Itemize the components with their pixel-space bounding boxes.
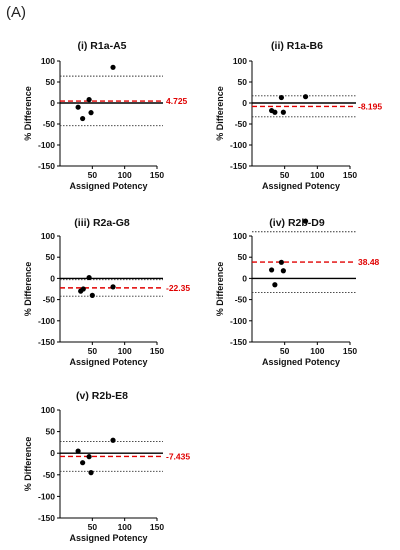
x-axis-label: Assigned Potency — [262, 181, 340, 191]
data-point — [302, 94, 309, 100]
x-tick-label: 150 — [343, 346, 357, 356]
chart-panel-5: (v) R2b-E8 -150 -100 -50 0 50 100 50 100 150Assig… — [23, 390, 190, 543]
data-point — [110, 64, 116, 70]
y-axis-label: % Difference — [23, 437, 33, 492]
data-point — [272, 109, 278, 115]
y-tick-label: -100 — [38, 491, 55, 501]
data-point — [80, 460, 86, 466]
y-tick-label: 0 — [242, 273, 247, 283]
y-tick-label: 100 — [41, 405, 55, 415]
y-tick-label: 0 — [50, 98, 55, 108]
data-point — [86, 454, 92, 460]
chart-panel-2: (ii) R1a-B6 -150 -100 -50 0 50 100 50 100 150Assi… — [215, 40, 382, 191]
data-point — [86, 274, 92, 281]
x-tick-label: 100 — [118, 170, 132, 180]
mean-bias-label: 38.48 — [358, 257, 380, 267]
mean-bias-label: -22.35 — [166, 283, 190, 293]
y-tick-label: -100 — [38, 316, 55, 326]
y-tick-label: -150 — [38, 337, 55, 347]
x-tick-label: 50 — [88, 170, 98, 180]
mean-bias-label: -7.435 — [166, 451, 190, 461]
chart-title: (i) R1a-A5 — [77, 40, 126, 52]
data-point — [89, 292, 95, 298]
data-point — [110, 437, 116, 443]
y-tick-label: 0 — [242, 98, 247, 108]
chart-panel-3: (iii) R2a-G8 -150 -100 -50 0 50 100 50 100 150Ass… — [23, 217, 190, 367]
chart-title: (ii) R1a-B6 — [271, 40, 323, 52]
y-tick-label: -100 — [230, 316, 247, 326]
y-tick-label: -50 — [235, 295, 248, 305]
y-tick-label: -150 — [230, 337, 247, 347]
data-point — [88, 110, 94, 116]
y-axis-label: % Difference — [215, 86, 225, 141]
y-tick-label: 50 — [238, 77, 248, 87]
mean-bias-label: -8.195 — [358, 101, 382, 111]
data-point — [280, 109, 286, 115]
x-axis-label: Assigned Potency — [69, 357, 147, 367]
y-axis-label: % Difference — [23, 262, 33, 317]
y-tick-label: 50 — [46, 427, 56, 437]
x-tick-label: 150 — [150, 346, 164, 356]
data-point — [88, 470, 94, 476]
x-tick-label: 50 — [280, 170, 290, 180]
y-tick-label: 50 — [46, 252, 56, 262]
x-tick-label: 50 — [280, 346, 290, 356]
data-point — [80, 286, 86, 292]
data-point — [86, 97, 92, 103]
y-tick-label: -50 — [43, 470, 56, 480]
y-tick-label: -150 — [38, 513, 55, 523]
x-tick-label: 150 — [150, 170, 164, 180]
data-point — [269, 267, 275, 273]
data-point — [278, 259, 284, 265]
y-tick-label: 50 — [46, 77, 56, 87]
x-axis-label: Assigned Potency — [69, 533, 147, 543]
mean-bias-label: 4.725 — [166, 96, 188, 106]
x-tick-label: 50 — [88, 346, 98, 356]
figure-panel-label: (A) — [6, 4, 26, 21]
data-point — [302, 218, 309, 224]
chart-panel-4: (iv) R2b-D9 -150 -100 -50 0 50 100 50 100 150Assi… — [215, 217, 380, 367]
y-tick-label: 100 — [41, 231, 55, 241]
y-tick-label: 100 — [233, 231, 247, 241]
y-tick-label: -150 — [230, 161, 247, 171]
y-tick-label: -50 — [235, 119, 248, 129]
chart-title: (iv) R2b-D9 — [269, 217, 325, 229]
y-tick-label: 0 — [50, 448, 55, 458]
x-axis-label: Assigned Potency — [262, 357, 340, 367]
x-tick-label: 100 — [310, 170, 324, 180]
y-tick-label: 0 — [50, 273, 55, 283]
x-tick-label: 100 — [118, 346, 132, 356]
chart-title: (iii) R2a-G8 — [74, 217, 130, 229]
y-axis-label: % Difference — [23, 86, 33, 141]
y-tick-label: 100 — [41, 56, 55, 66]
data-point — [80, 115, 86, 122]
y-tick-label: -100 — [38, 140, 55, 150]
x-axis-label: Assigned Potency — [69, 181, 147, 191]
x-tick-label: 150 — [150, 522, 164, 532]
x-tick-label: 150 — [343, 170, 357, 180]
data-point — [278, 94, 284, 101]
y-tick-label: -50 — [43, 119, 56, 129]
data-point — [110, 284, 116, 290]
x-tick-label: 100 — [118, 522, 132, 532]
x-tick-label: 50 — [88, 522, 98, 532]
data-point — [272, 282, 278, 288]
data-point — [75, 104, 81, 110]
y-axis-label: % Difference — [215, 262, 225, 317]
y-tick-label: -150 — [38, 161, 55, 171]
data-point — [75, 448, 81, 454]
x-tick-label: 100 — [310, 346, 324, 356]
y-tick-label: 100 — [233, 56, 247, 66]
y-tick-label: 50 — [238, 252, 248, 262]
y-tick-label: -100 — [230, 140, 247, 150]
y-tick-label: -50 — [43, 295, 56, 305]
data-point — [280, 268, 286, 274]
chart-title: (v) R2b-E8 — [76, 390, 128, 402]
chart-panel-1: (i) R1a-A5 -150 -100 -50 0 50 100 50 100 150Assig… — [23, 40, 188, 191]
